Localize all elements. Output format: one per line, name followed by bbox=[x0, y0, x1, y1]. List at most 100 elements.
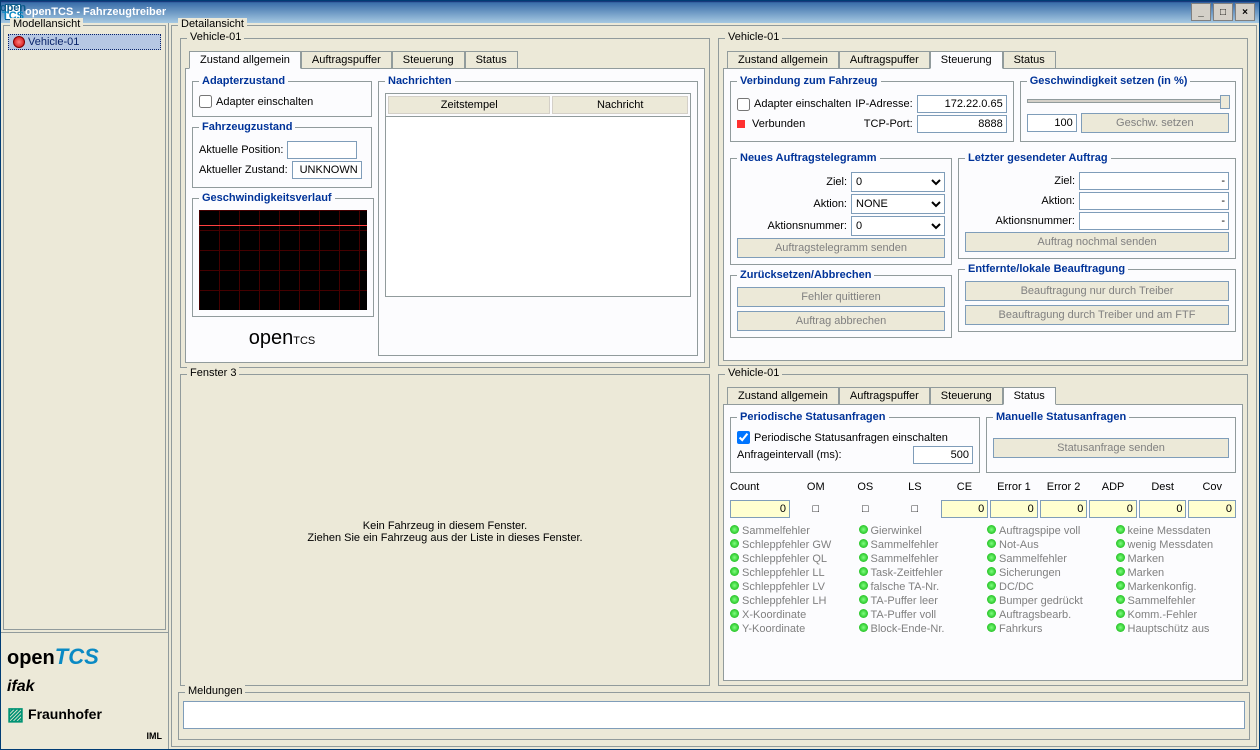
tab-steuerung-b[interactable]: Steuerung bbox=[930, 51, 1003, 69]
status-item: Not-Aus bbox=[987, 539, 1108, 551]
set-speed-button[interactable]: Geschw. setzen bbox=[1081, 113, 1229, 133]
meldungen-panel: Meldungen bbox=[178, 692, 1250, 740]
tab-status-b[interactable]: Status bbox=[1003, 51, 1056, 69]
speed-slider[interactable] bbox=[1027, 99, 1229, 103]
status-item: X-Koordinate bbox=[730, 609, 851, 621]
adp-val bbox=[1089, 500, 1137, 518]
ip-field[interactable] bbox=[917, 95, 1007, 113]
model-view-panel: Modellansicht Vehicle-01 bbox=[3, 25, 166, 630]
status-item: falsche TA-Nr. bbox=[859, 581, 980, 593]
opentcs-logo: openTCS bbox=[192, 321, 372, 356]
status-item: Hauptschütz aus bbox=[1116, 623, 1237, 635]
tab-steuerung[interactable]: Steuerung bbox=[392, 51, 465, 69]
status-item: keine Messdaten bbox=[1116, 525, 1237, 537]
logo-panel: openTCS ifak ▨ Fraunhofer IML bbox=[1, 632, 168, 749]
status-indicator-grid: Sammelfehler Gierwinkel Auftragspipe voll k… bbox=[730, 525, 1236, 635]
tab-status[interactable]: Status bbox=[465, 51, 518, 69]
empty-line2: Ziehen Sie ein Fahrzeug aus der Liste in… bbox=[307, 532, 582, 544]
status-item: TA-Puffer leer bbox=[859, 595, 980, 607]
remote-btn1[interactable]: Beauftragung nur durch Treiber bbox=[965, 281, 1229, 301]
tab-zustand-b[interactable]: Zustand allgemein bbox=[727, 51, 839, 69]
panel-d: Vehicle-01 Zustand allgemein Auftragspuf… bbox=[718, 374, 1248, 686]
panel-c: Fenster 3 Kein Fahrzeug in diesem Fenste… bbox=[180, 374, 710, 686]
ack-error-button[interactable]: Fehler quittieren bbox=[737, 287, 945, 307]
e2-val bbox=[1040, 500, 1088, 518]
detail-title: Detailansicht bbox=[178, 18, 247, 30]
send-order-button[interactable]: Auftragstelegramm senden bbox=[737, 238, 945, 258]
status-item: TA-Puffer voll bbox=[859, 609, 980, 621]
status-item: Schleppfehler LH bbox=[730, 595, 851, 607]
tab-steuerung-d[interactable]: Steuerung bbox=[930, 387, 1003, 405]
status-item: DC/DC bbox=[987, 581, 1108, 593]
detail-panel: Detailansicht Vehicle-01 Zustand allgeme… bbox=[171, 25, 1257, 747]
speed-value[interactable] bbox=[1027, 114, 1077, 132]
maximize-button[interactable]: □ bbox=[1213, 3, 1233, 21]
window-title: openTCS - Fahrzeugtreiber bbox=[25, 6, 166, 18]
dest-val bbox=[1139, 500, 1187, 518]
remote-btn2[interactable]: Beauftragung durch Treiber und am FTF bbox=[965, 305, 1229, 325]
status-item: Sammelfehler bbox=[987, 553, 1108, 565]
connection-status-icon bbox=[737, 120, 745, 128]
fraunhofer-icon: ▨ bbox=[7, 700, 24, 729]
last-aknr bbox=[1079, 212, 1229, 230]
status-item: Sammelfehler bbox=[730, 525, 851, 537]
e1-val bbox=[990, 500, 1038, 518]
model-view-title: Modellansicht bbox=[10, 18, 83, 30]
status-item: Marken bbox=[1116, 553, 1237, 565]
status-item: Sammelfehler bbox=[859, 539, 980, 551]
status-item: Gierwinkel bbox=[859, 525, 980, 537]
status-item: Komm.-Fehler bbox=[1116, 609, 1237, 621]
empty-line1: Kein Fahrzeug in diesem Fenster. bbox=[307, 520, 582, 532]
status-item: Auftragspipe voll bbox=[987, 525, 1108, 537]
status-item: Y-Koordinate bbox=[730, 623, 851, 635]
status-item: Markenkonfig. bbox=[1116, 581, 1237, 593]
sidebar-item-vehicle[interactable]: Vehicle-01 bbox=[8, 34, 161, 50]
status-item: Marken bbox=[1116, 567, 1237, 579]
status-item: Sammelfehler bbox=[1116, 595, 1237, 607]
vehicle-label: Vehicle-01 bbox=[28, 36, 79, 48]
speed-chart bbox=[199, 210, 367, 310]
manual-status-button[interactable]: Statusanfrage senden bbox=[993, 438, 1229, 458]
adapter-on-checkbox[interactable] bbox=[737, 98, 750, 111]
status-item: Sicherungen bbox=[987, 567, 1108, 579]
periodic-checkbox[interactable] bbox=[737, 431, 750, 444]
status-item: Sammelfehler bbox=[859, 553, 980, 565]
panel-a: Vehicle-01 Zustand allgemein Auftragspuf… bbox=[180, 38, 710, 368]
adapter-checkbox[interactable] bbox=[199, 95, 212, 108]
status-item: Schleppfehler LL bbox=[730, 567, 851, 579]
cov-val bbox=[1188, 500, 1236, 518]
vehicle-status-icon bbox=[13, 36, 25, 48]
status-item: Task-Zeitfehler bbox=[859, 567, 980, 579]
status-item: Auftragsbearb. bbox=[987, 609, 1108, 621]
panel-b: Vehicle-01 Zustand allgemein Auftragspuf… bbox=[718, 38, 1248, 366]
tab-zustand[interactable]: Zustand allgemein bbox=[189, 51, 301, 69]
meldungen-field bbox=[183, 701, 1245, 729]
last-ziel bbox=[1079, 172, 1229, 190]
status-item: wenig Messdaten bbox=[1116, 539, 1237, 551]
resend-button[interactable]: Auftrag nochmal senden bbox=[965, 232, 1229, 252]
cancel-order-button[interactable]: Auftrag abbrechen bbox=[737, 311, 945, 331]
last-aktion bbox=[1079, 192, 1229, 210]
tab-auftragspuffer-b[interactable]: Auftragspuffer bbox=[839, 51, 930, 69]
position-field bbox=[287, 141, 357, 159]
message-table: ZeitstempelNachricht bbox=[385, 93, 691, 117]
aktion-select[interactable]: NONE bbox=[851, 194, 945, 214]
status-item: Block-Ende-Nr. bbox=[859, 623, 980, 635]
status-item: Bumper gedrückt bbox=[987, 595, 1108, 607]
state-field bbox=[292, 161, 362, 179]
status-item: Schleppfehler GW bbox=[730, 539, 851, 551]
tab-status-d[interactable]: Status bbox=[1003, 387, 1056, 405]
close-button[interactable]: × bbox=[1235, 3, 1255, 21]
status-item: Schleppfehler LV bbox=[730, 581, 851, 593]
interval-field[interactable] bbox=[913, 446, 973, 464]
port-field[interactable] bbox=[917, 115, 1007, 133]
ce-val bbox=[941, 500, 989, 518]
status-item: Schleppfehler QL bbox=[730, 553, 851, 565]
status-item: Fahrkurs bbox=[987, 623, 1108, 635]
minimize-button[interactable]: _ bbox=[1191, 3, 1211, 21]
tab-auftragspuffer[interactable]: Auftragspuffer bbox=[301, 51, 392, 69]
aknr-select[interactable]: 0 bbox=[851, 216, 945, 236]
ziel-select[interactable]: 0 bbox=[851, 172, 945, 192]
tab-zustand-d[interactable]: Zustand allgemein bbox=[727, 387, 839, 405]
tab-auftragspuffer-d[interactable]: Auftragspuffer bbox=[839, 387, 930, 405]
